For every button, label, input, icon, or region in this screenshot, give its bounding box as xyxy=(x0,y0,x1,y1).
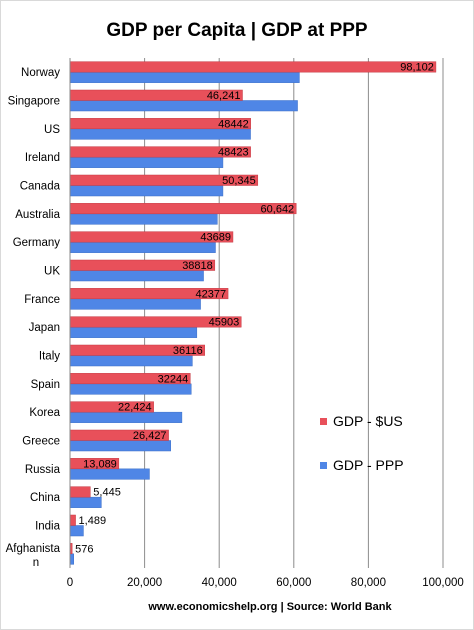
data-label: 5,445 xyxy=(93,487,121,499)
data-label: 48442 xyxy=(218,118,249,130)
data-label: 43689 xyxy=(200,232,231,244)
bar-ppp xyxy=(69,270,204,282)
bar-ppp xyxy=(69,525,84,537)
bar-ppp xyxy=(69,185,224,197)
source-note: www.economicshelp.org | Source: World Ba… xyxy=(147,601,392,613)
data-label: 13,089 xyxy=(83,458,117,470)
data-labels: 98,102 46,241 48442 48423 50,345 60,642 43689 3… xyxy=(75,62,434,556)
bar-ppp xyxy=(69,213,218,225)
category-labels: Norway Singapore US Ireland Canada Australia G… xyxy=(6,67,61,569)
bar-ppp xyxy=(69,326,198,338)
legend-label-ppp: GDP - PPP xyxy=(333,457,404,473)
chart-title: GDP per Capita | GDP at PPP xyxy=(106,20,368,41)
bar-ppp xyxy=(69,496,102,508)
category-label: Korea xyxy=(29,407,60,419)
category-label: Canada xyxy=(20,181,61,193)
grid-lines xyxy=(144,58,444,568)
data-label: 60,642 xyxy=(261,203,295,215)
data-label: 26,427 xyxy=(133,430,167,442)
category-label: Ireland xyxy=(25,152,60,164)
category-label: Germany xyxy=(13,237,61,249)
bar-ppp xyxy=(69,411,183,423)
bar-ppp xyxy=(69,241,216,253)
data-label: 98,102 xyxy=(400,62,434,74)
legend-swatch-gdp-usd xyxy=(320,418,327,425)
data-label: 32244 xyxy=(158,373,189,385)
category-label: India xyxy=(35,521,61,533)
x-tick-label: 40,000 xyxy=(202,577,237,589)
bar-ppp xyxy=(69,156,224,168)
bar-ppp xyxy=(69,71,300,83)
category-label: US xyxy=(44,124,60,136)
bar-ppp xyxy=(69,440,171,452)
data-label: 50,345 xyxy=(222,175,256,187)
data-label: 45903 xyxy=(209,317,240,329)
bar-ppp xyxy=(69,128,251,140)
category-label: Singapore xyxy=(8,96,60,108)
legend: GDP - $US GDP - PPP xyxy=(320,413,404,473)
bar-ppp xyxy=(69,298,201,310)
category-label: Spain xyxy=(31,379,60,391)
bar-gdp-usd xyxy=(69,514,76,526)
data-label: 46,241 xyxy=(207,90,241,102)
data-label: 576 xyxy=(75,543,93,555)
bar-gdp-usd xyxy=(69,61,437,73)
bar-ppp xyxy=(69,468,150,480)
data-label: 36116 xyxy=(173,345,203,357)
x-tick-label: 20,000 xyxy=(127,577,162,589)
category-label: Russia xyxy=(25,464,61,476)
data-label: 22,424 xyxy=(118,402,152,414)
x-tick-label: 60,000 xyxy=(276,577,311,589)
category-label: UK xyxy=(44,266,60,278)
bars xyxy=(69,61,437,565)
category-label: China xyxy=(30,492,61,504)
category-label-wrap: n xyxy=(33,557,39,569)
category-label: Norway xyxy=(21,67,60,79)
bar-gdp-usd xyxy=(69,486,91,498)
data-label: 48423 xyxy=(218,147,249,159)
category-label: Greece xyxy=(22,436,60,448)
x-tick-label: 80,000 xyxy=(351,577,386,589)
x-tick-label: 100,000 xyxy=(422,577,464,589)
data-label: 42377 xyxy=(195,288,226,300)
bar-ppp xyxy=(69,383,192,395)
bar-ppp xyxy=(69,355,193,367)
category-label: Afghanista xyxy=(6,543,61,555)
bar-ppp xyxy=(69,553,74,565)
x-tick-labels: 0 20,000 40,000 60,000 80,000 100,000 xyxy=(67,577,464,589)
x-tick-label: 0 xyxy=(67,577,73,589)
legend-swatch-ppp xyxy=(320,462,327,469)
data-label: 38818 xyxy=(182,260,213,272)
category-label: Australia xyxy=(15,209,60,221)
category-label: France xyxy=(24,294,60,306)
category-label: Italy xyxy=(39,351,60,363)
bar-ppp xyxy=(69,100,298,112)
category-label: Japan xyxy=(29,322,60,334)
data-label: 1,489 xyxy=(79,515,107,527)
legend-label-gdp-usd: GDP - $US xyxy=(333,413,403,429)
